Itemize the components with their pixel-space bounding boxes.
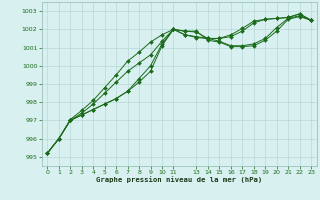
X-axis label: Graphe pression niveau de la mer (hPa): Graphe pression niveau de la mer (hPa) bbox=[96, 177, 262, 183]
